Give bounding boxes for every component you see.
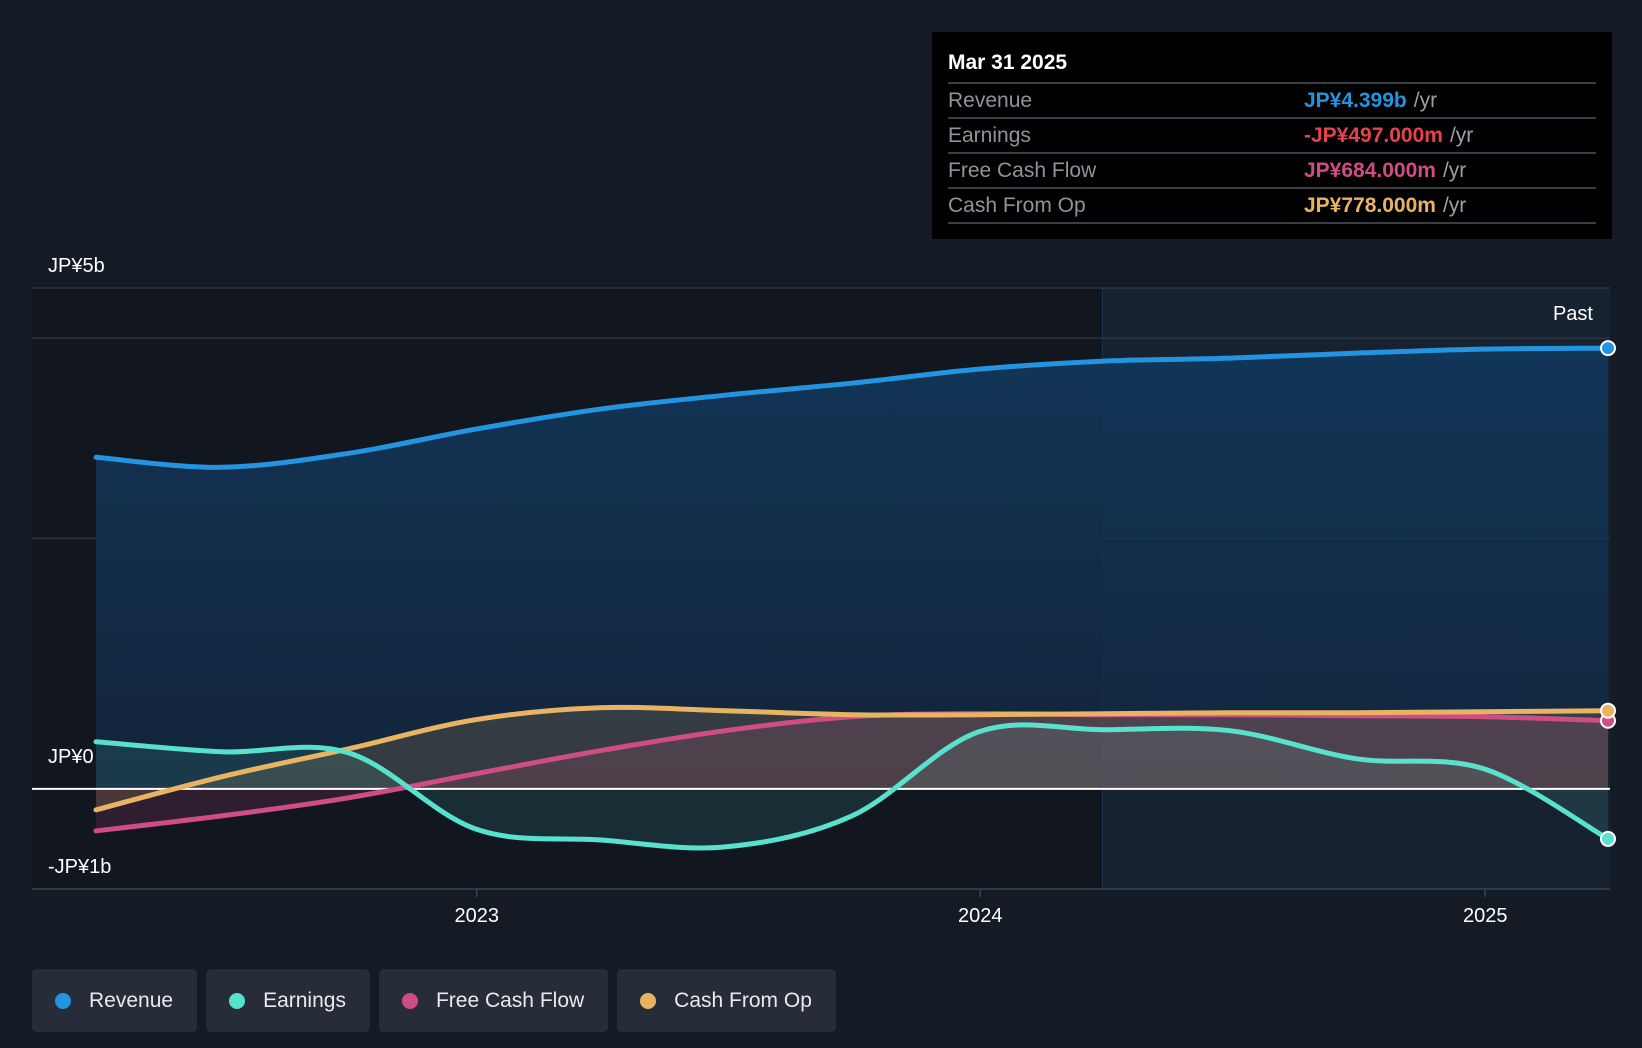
- legend-item-revenue[interactable]: Revenue: [32, 969, 198, 1032]
- tooltip-value: JP¥4.399b: [1304, 89, 1407, 112]
- revenue-dot-icon: [55, 992, 71, 1009]
- tooltip-date: Mar 31 2025: [948, 48, 1596, 84]
- tooltip-row-earnings: Earnings -JP¥497.000m /yr: [948, 119, 1596, 154]
- revenue-end-point: [1600, 340, 1616, 357]
- tooltip-value: JP¥778.000m: [1304, 194, 1436, 217]
- y-axis-label: JP¥5b: [48, 255, 105, 277]
- tooltip-unit: /yr: [1413, 89, 1438, 112]
- tooltip-label: Cash From Op: [948, 194, 1086, 217]
- free-cash-flow-area: [96, 713, 1608, 831]
- tooltip-row-revenue: Revenue JP¥4.399b /yr: [948, 84, 1596, 119]
- tooltip-unit: /yr: [1449, 124, 1474, 147]
- tooltip: Mar 31 2025 Revenue JP¥4.399b /yr Earnin…: [932, 32, 1612, 239]
- tooltip-unit: /yr: [1442, 159, 1467, 182]
- tooltip-value: JP¥684.000m: [1304, 159, 1436, 182]
- legend: Revenue Earnings Free Cash Flow Cash Fro…: [32, 969, 836, 1032]
- legend-item-cash-from-op[interactable]: Cash From Op: [617, 969, 836, 1032]
- tooltip-value: -JP¥497.000m: [1304, 124, 1443, 147]
- y-axis-label: -JP¥1b: [48, 856, 111, 878]
- x-tick-label: 2023: [455, 905, 500, 927]
- tooltip-row-cash-from-op: Cash From Op JP¥778.000m /yr: [948, 189, 1596, 224]
- tooltip-label: Free Cash Flow: [948, 159, 1097, 182]
- legend-label: Earnings: [263, 988, 346, 1012]
- cash-from-op-line: [93, 704, 1611, 813]
- tooltip-row-free-cash-flow: Free Cash Flow JP¥684.000m /yr: [948, 154, 1596, 189]
- revenue-area: [96, 348, 1608, 789]
- legend-item-free-cash-flow[interactable]: Free Cash Flow: [378, 969, 609, 1032]
- x-tick-label: 2025: [1463, 905, 1508, 927]
- tooltip-unit: /yr: [1442, 194, 1467, 217]
- earnings-line: [93, 722, 1611, 851]
- earnings-area: [96, 724, 1608, 848]
- earnings-end-point: [1600, 830, 1616, 847]
- legend-label: Revenue: [89, 988, 174, 1012]
- tooltip-label: Earnings: [948, 124, 1031, 147]
- legend-label: Free Cash Flow: [435, 988, 585, 1012]
- earnings-dot-icon: [229, 992, 246, 1009]
- legend-item-earnings[interactable]: Earnings: [206, 969, 370, 1032]
- x-tick-label: 2024: [958, 905, 1003, 927]
- past-label: Past: [1553, 303, 1593, 325]
- cash-from-op-dot-icon: [640, 992, 657, 1009]
- revenue-line: [93, 345, 1611, 470]
- y-axis-label: JP¥0: [48, 746, 94, 768]
- tooltip-label: Revenue: [948, 89, 1033, 112]
- legend-label: Cash From Op: [674, 988, 812, 1012]
- free-cash-flow-dot-icon: [401, 992, 418, 1009]
- cash-from-op-end-point: [1600, 702, 1616, 719]
